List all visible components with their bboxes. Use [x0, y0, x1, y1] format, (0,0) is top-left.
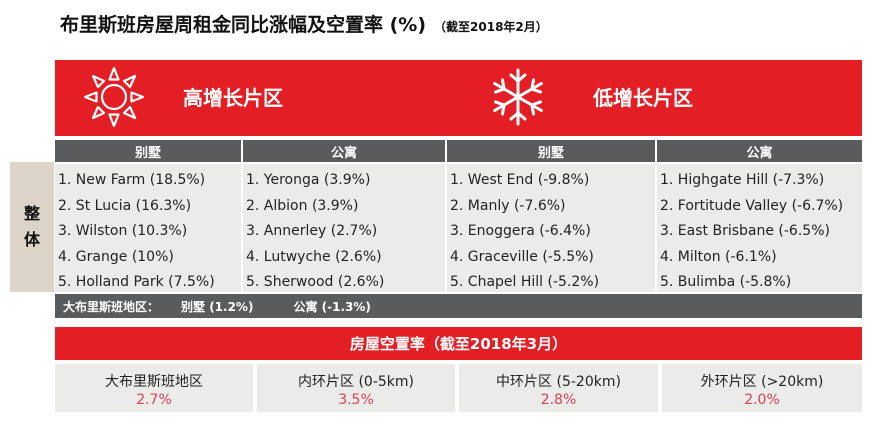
vacancy-cell-middle-ring: 中环片区 (5-20km) 2.8%	[459, 364, 658, 412]
list-item: 5. Sherwood (2.6%)	[246, 274, 385, 290]
list-item: 2. Albion (3.9%)	[246, 197, 359, 214]
summary-house-value: 别墅 (1.2%)	[181, 299, 254, 314]
column-list-low-house: 1. West End (-9.8%) 2. Manly (-7.6%) 3. …	[447, 164, 655, 292]
list-item: 3. Enoggera (-6.4%)	[450, 223, 591, 239]
vacancy-title: 房屋空置率（截至2018年3月）	[55, 327, 862, 360]
sun-icon	[83, 66, 145, 128]
page-title-note: （截至2018年2月）	[434, 20, 548, 34]
column-header-low-house: 别墅	[447, 140, 655, 162]
list-item: 5. Chapel Hill (-5.2%)	[450, 274, 600, 290]
vacancy-cell-greater-brisbane: 大布里斯班地区 2.7%	[55, 364, 253, 412]
list-item: 4. Lutwyche (2.6%)	[246, 248, 382, 265]
column-list-high-unit: 1. Yeronga (3.9%) 2. Albion (3.9%) 3. An…	[243, 164, 445, 292]
vacancy-rate: 2.8%	[540, 392, 577, 408]
list-item: 1. West End (-9.8%)	[450, 172, 590, 188]
high-growth-zone-label: 高增长片区	[183, 86, 283, 110]
snowflake-icon	[493, 68, 543, 126]
page-title-main: 布里斯班房屋周租金同比涨幅及空置率 (%)	[60, 14, 427, 36]
list-item: 5. Holland Park (7.5%)	[58, 274, 215, 290]
list-item: 1. Highgate Hill (-7.3%)	[660, 172, 825, 188]
list-item: 2. Manly (-7.6%)	[450, 197, 566, 214]
side-label-char-2: 体	[23, 230, 40, 249]
low-growth-zone: 低增长片区	[447, 60, 862, 136]
list-item: 4. Grange (10%)	[58, 248, 174, 265]
list-item: 1. New Farm (18.5%)	[58, 172, 206, 188]
vacancy-region-name: 外环片区 (>20km)	[700, 374, 824, 390]
list-item: 4. Graceville (-5.5%)	[450, 248, 594, 265]
vacancy-cell-inner-ring: 内环片区 (0-5km) 3.5%	[257, 364, 455, 412]
column-header-low-unit: 公寓	[657, 140, 862, 162]
overall-side-label: 整 体	[10, 162, 54, 292]
low-growth-zone-label: 低增长片区	[593, 86, 693, 110]
list-item: 5. Bulimba (-5.8%)	[660, 274, 792, 290]
vacancy-region-name: 中环片区 (5-20km)	[496, 374, 621, 390]
vacancy-region-name: 内环片区 (0-5km)	[298, 374, 414, 390]
column-list-high-house: 1. New Farm (18.5%) 2. St Lucia (16.3%) …	[55, 164, 241, 292]
column-header-high-unit: 公寓	[243, 140, 445, 162]
summary-unit-value: 公寓 (-1.3%)	[293, 299, 371, 314]
summary-label: 大布里斯班地区：	[63, 299, 160, 314]
zone-band: 高增长片区 低增长片区	[55, 60, 862, 136]
vacancy-rate: 3.5%	[338, 392, 374, 408]
vacancy-cell-outer-ring: 外环片区 (>20km) 2.0%	[662, 364, 862, 412]
list-item: 1. Yeronga (3.9%)	[246, 172, 371, 188]
vacancy-rate: 2.0%	[744, 392, 780, 408]
list-item: 3. East Brisbane (-6.5%)	[660, 223, 830, 239]
list-item: 2. St Lucia (16.3%)	[58, 197, 192, 214]
vacancy-region-name: 大布里斯班地区	[105, 374, 203, 390]
list-item: 2. Fortitude Valley (-6.7%)	[660, 197, 844, 214]
side-label-char-1: 整	[23, 204, 40, 223]
page-title: 布里斯班房屋周租金同比涨幅及空置率 (%) （截至2018年2月）	[60, 10, 548, 40]
column-list-low-unit: 1. Highgate Hill (-7.3%) 2. Fortitude Va…	[657, 164, 862, 292]
list-item: 3. Annerley (2.7%)	[246, 223, 378, 239]
list-item: 3. Wilston (10.3%)	[58, 223, 188, 239]
vacancy-rate: 2.7%	[136, 392, 172, 408]
column-header-high-house: 别墅	[55, 140, 241, 162]
high-growth-zone: 高增长片区	[55, 60, 447, 136]
greater-brisbane-summary: 大布里斯班地区： 别墅 (1.2%) 公寓 (-1.3%)	[55, 294, 862, 318]
list-item: 4. Milton (-6.1%)	[660, 248, 777, 265]
